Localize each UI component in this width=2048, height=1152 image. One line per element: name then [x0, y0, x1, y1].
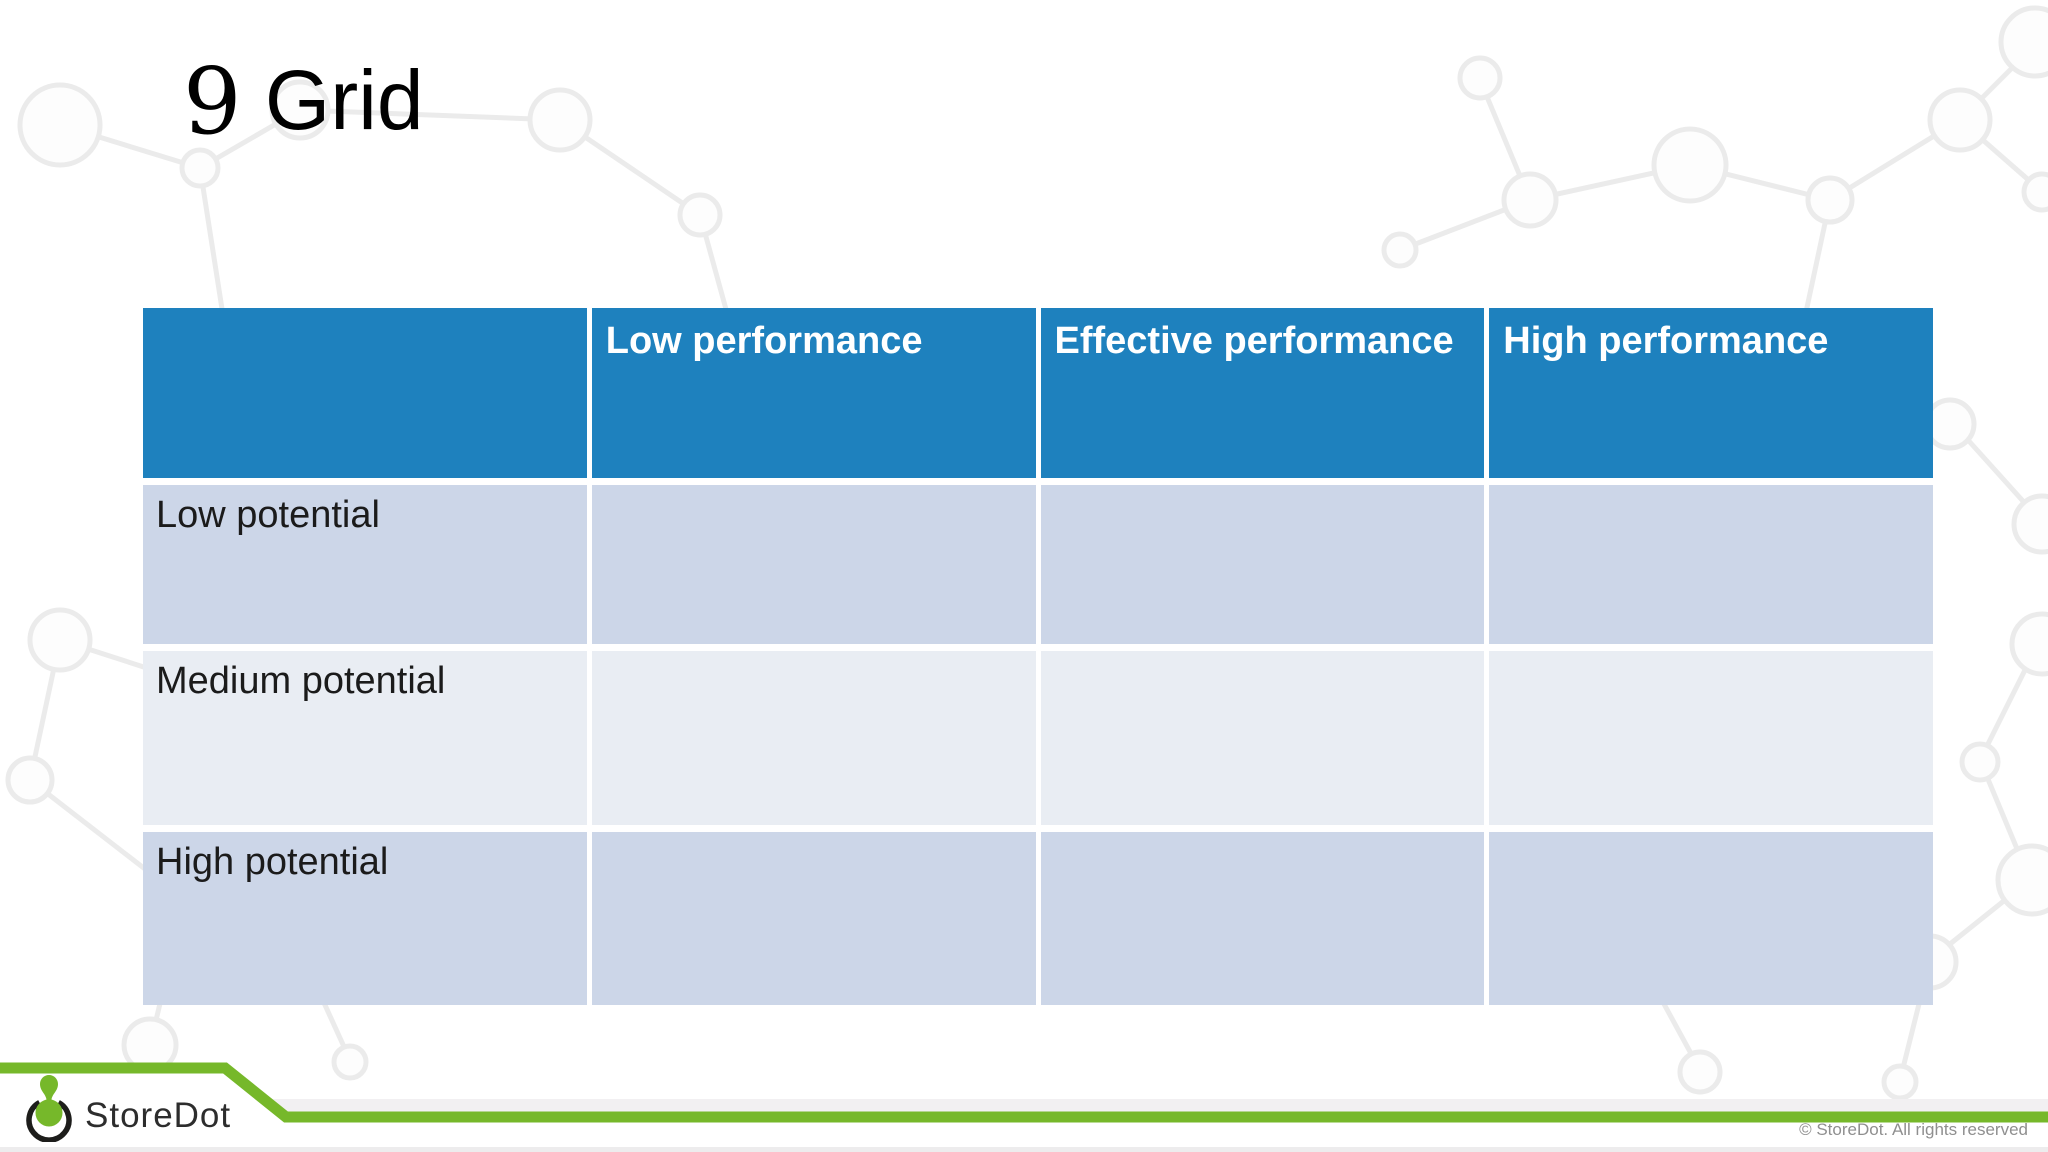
cell-high-potential-high-performance: [1489, 832, 1933, 1005]
cell-medium-potential-low-performance: [591, 651, 1036, 825]
row-label-low-potential: Low potential: [143, 485, 587, 644]
header-cell-low-performance: Low performance: [591, 308, 1036, 478]
slide-title-number: 9: [183, 48, 242, 155]
header-cell-high-performance: High performance: [1489, 308, 1933, 478]
cell-low-potential-low-performance: [591, 485, 1036, 644]
cell-low-potential-effective-performance: [1040, 485, 1485, 644]
copyright-text: © StoreDot. All rights reserved: [1799, 1120, 2028, 1139]
header-cell-blank: [143, 308, 587, 478]
storedot-logo: StoreDot: [26, 1074, 231, 1142]
cell-low-potential-high-performance: [1489, 485, 1933, 644]
cell-high-potential-effective-performance: [1040, 832, 1485, 1005]
cell-high-potential-low-performance: [591, 832, 1036, 1005]
row-label-high-potential: High potential: [143, 832, 587, 1005]
storedot-wordmark: StoreDot: [85, 1096, 232, 1135]
row-label-medium-potential: Medium potential: [143, 651, 587, 825]
storedot-power-drop-icon: [26, 1075, 72, 1142]
cell-medium-potential-high-performance: [1489, 651, 1933, 825]
cell-medium-potential-effective-performance: [1040, 651, 1485, 825]
slide-title: 9 Grid: [183, 56, 424, 148]
nine-grid-table: Low performance Effective performance Hi…: [143, 308, 1933, 1005]
slide-title-word: Grid: [264, 53, 424, 147]
header-cell-effective-performance: Effective performance: [1040, 308, 1485, 478]
